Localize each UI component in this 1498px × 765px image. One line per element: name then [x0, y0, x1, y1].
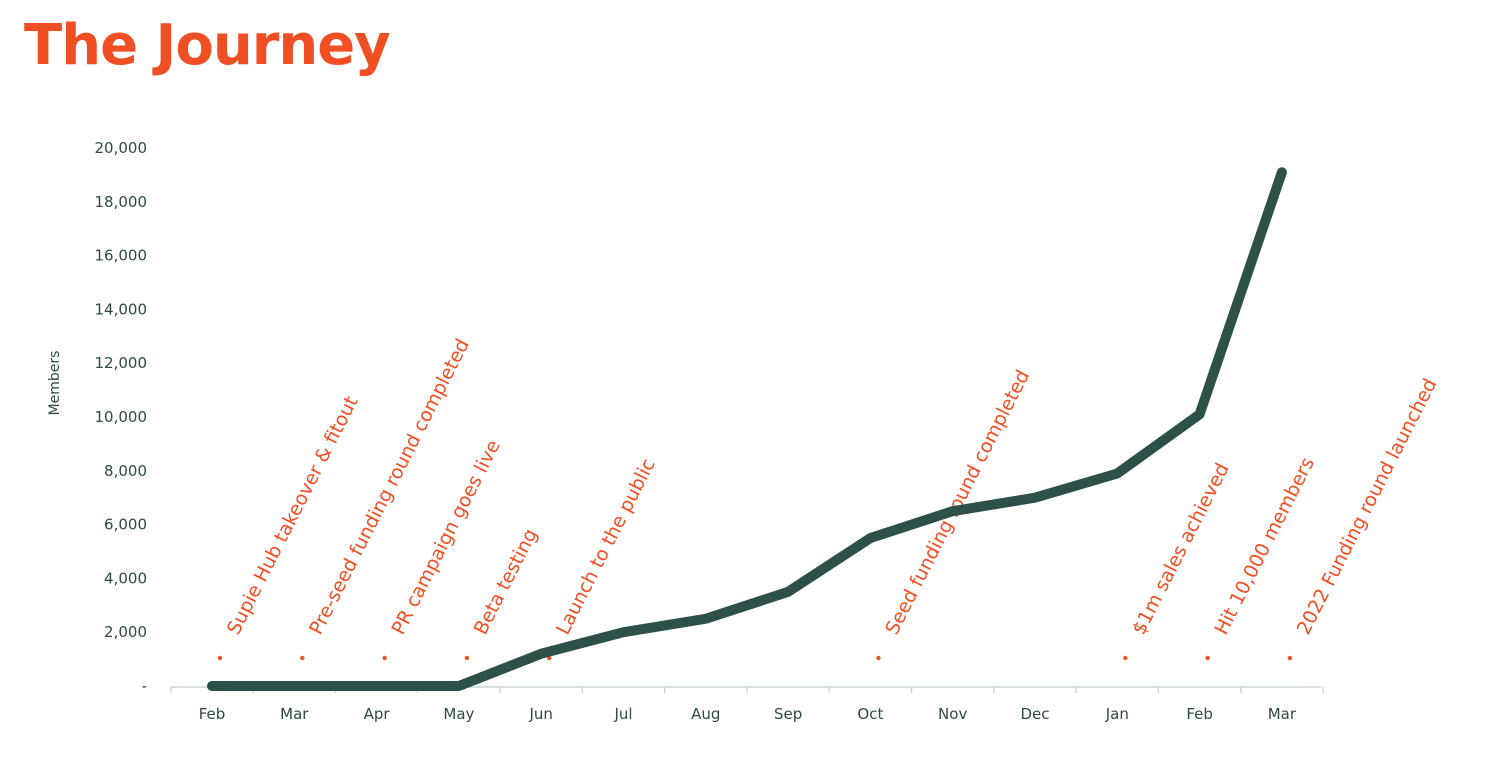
annotation-label: Launch to the public — [552, 455, 660, 638]
annotation-label: Beta testing — [470, 525, 542, 638]
x-tick-label: Oct — [857, 705, 883, 723]
y-tick-label: 4,000 — [104, 569, 147, 587]
annotation-label: 2022 Funding round launched — [1293, 375, 1442, 638]
series — [207, 167, 1287, 691]
members-line — [207, 167, 1287, 691]
x-tick-label: Jan — [1105, 705, 1129, 723]
x-tick-label: Apr — [364, 705, 391, 723]
x-tick-label: Jul — [613, 705, 632, 723]
y-tick-label: 12,000 — [95, 354, 148, 372]
annotation-dot — [217, 655, 223, 661]
annotation-label: $1m sales achieved — [1128, 460, 1234, 639]
y-tick-label: 18,000 — [95, 193, 148, 211]
y-tick-label: 20,000 — [95, 139, 148, 157]
y-axis-label: Members — [47, 351, 63, 416]
annotation-label: Pre-seed funding round completed — [305, 335, 474, 638]
x-tick-label: Feb — [1186, 705, 1213, 723]
y-tick-label: - — [142, 677, 147, 695]
y-tick-label: 14,000 — [95, 300, 148, 318]
annotation-dot — [876, 655, 881, 661]
annotation-dot — [1205, 655, 1210, 661]
y-axis: - 2,000 4,000 6,000 8,000 10,000 12,000 14,000 1… — [95, 139, 148, 695]
x-axis: Feb Mar Apr May Jun Jul Aug Sep Oct Nov Dec Jan Feb M… — [170, 686, 1324, 723]
x-tick-label: Mar — [280, 705, 309, 723]
x-tick-label: Nov — [938, 705, 967, 723]
x-tick-label: Jun — [528, 705, 552, 723]
y-tick-label: 8,000 — [104, 462, 147, 480]
annotation-dot — [1287, 655, 1293, 661]
x-tick-label: Mar — [1268, 705, 1297, 723]
x-tick-label: Sep — [774, 705, 802, 723]
annotation-dot — [382, 655, 387, 661]
annotation-dot — [464, 655, 470, 661]
x-tick-label: Aug — [691, 705, 720, 723]
y-tick-label: 10,000 — [95, 408, 148, 426]
x-tick-label: May — [443, 705, 474, 723]
annotation-dot — [1123, 655, 1128, 661]
y-tick-label: 16,000 — [95, 247, 148, 265]
annotation-dot — [300, 655, 305, 661]
y-tick-label: 6,000 — [104, 516, 147, 534]
page-title: The Journey — [24, 13, 391, 78]
x-tick-label: Dec — [1020, 705, 1049, 723]
x-tick-label: Feb — [199, 705, 226, 723]
y-tick-label: 2,000 — [104, 623, 147, 641]
